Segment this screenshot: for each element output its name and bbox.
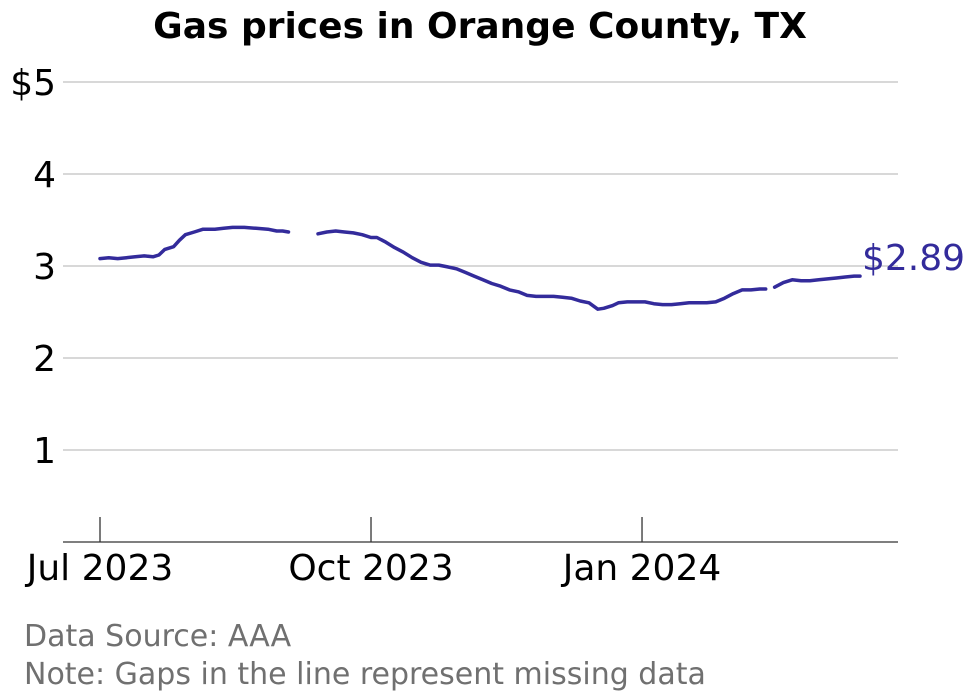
y-tick-label: 1 <box>33 431 56 472</box>
y-tick-label: 3 <box>33 247 56 288</box>
y-tick-label: $5 <box>10 63 56 104</box>
x-tick-label: Oct 2023 <box>288 548 453 589</box>
y-tick-label: 2 <box>33 339 56 380</box>
price-line-segment <box>772 274 862 289</box>
x-tick-label: Jan 2024 <box>561 548 722 589</box>
price-series <box>98 225 862 311</box>
gridlines <box>63 81 898 451</box>
x-axis-ticks: Jul 2023 Oct 2023 Jan 2024 <box>25 517 722 589</box>
y-axis-ticks: 1 2 3 4 $5 <box>10 63 56 472</box>
data-source-note: Data Source: AAA <box>24 619 292 654</box>
missing-data-note: Note: Gaps in the line represent missing… <box>24 657 706 692</box>
latest-price-label: $2.89 <box>862 238 965 279</box>
x-tick-label: Jul 2023 <box>25 548 174 589</box>
price-line-segment <box>98 225 291 261</box>
price-line-segment <box>316 229 768 311</box>
y-tick-label: 4 <box>33 155 56 196</box>
chart-title: Gas prices in Orange County, TX <box>153 6 807 47</box>
